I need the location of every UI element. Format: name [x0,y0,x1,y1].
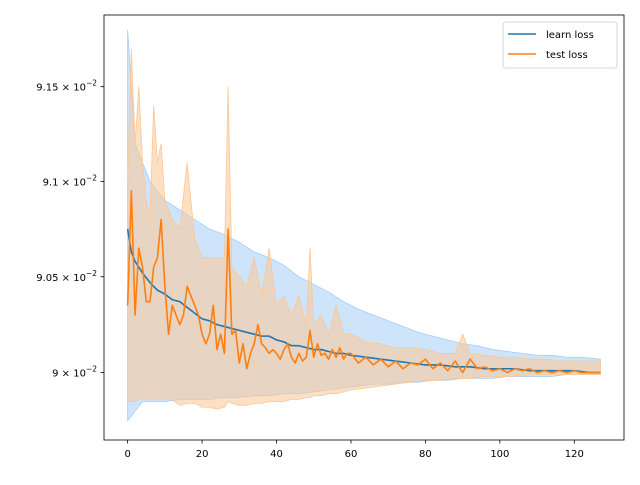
y-axis: 9 × 10−2 9.05 × 10−2 9.1 × 10−2 9.15 × 10−2 [36,79,104,380]
x-axis: 0 20 40 60 80 100 120 [124,440,584,460]
legend-box [502,21,618,69]
x-tick-label: 40 [270,449,283,460]
learn-loss-line [126,228,601,374]
x-tick-label: 120 [565,449,584,460]
y-tick-label: 9 × 10−2 [52,365,97,380]
x-tick-label: 0 [124,449,130,460]
x-tick-label: 80 [419,449,432,460]
legend-label-learn: learn loss [546,30,594,41]
legend-label-test: test loss [546,50,588,61]
y-tick-label: 9.05 × 10−2 [36,269,97,284]
axes-border [103,14,625,441]
x-tick-label: 100 [490,449,509,460]
y-tick-label: 9.15 × 10−2 [36,79,97,94]
plot-area [126,30,601,422]
x-tick-label: 20 [196,449,209,460]
axes-frame [103,14,625,441]
plot-layer [126,30,601,422]
legend: learn loss test loss [502,21,618,69]
y-tick-label: 9.1 × 10−2 [43,173,98,188]
test-loss-band [127,48,601,410]
test-loss-line [126,190,601,374]
x-tick-label: 60 [345,449,358,460]
